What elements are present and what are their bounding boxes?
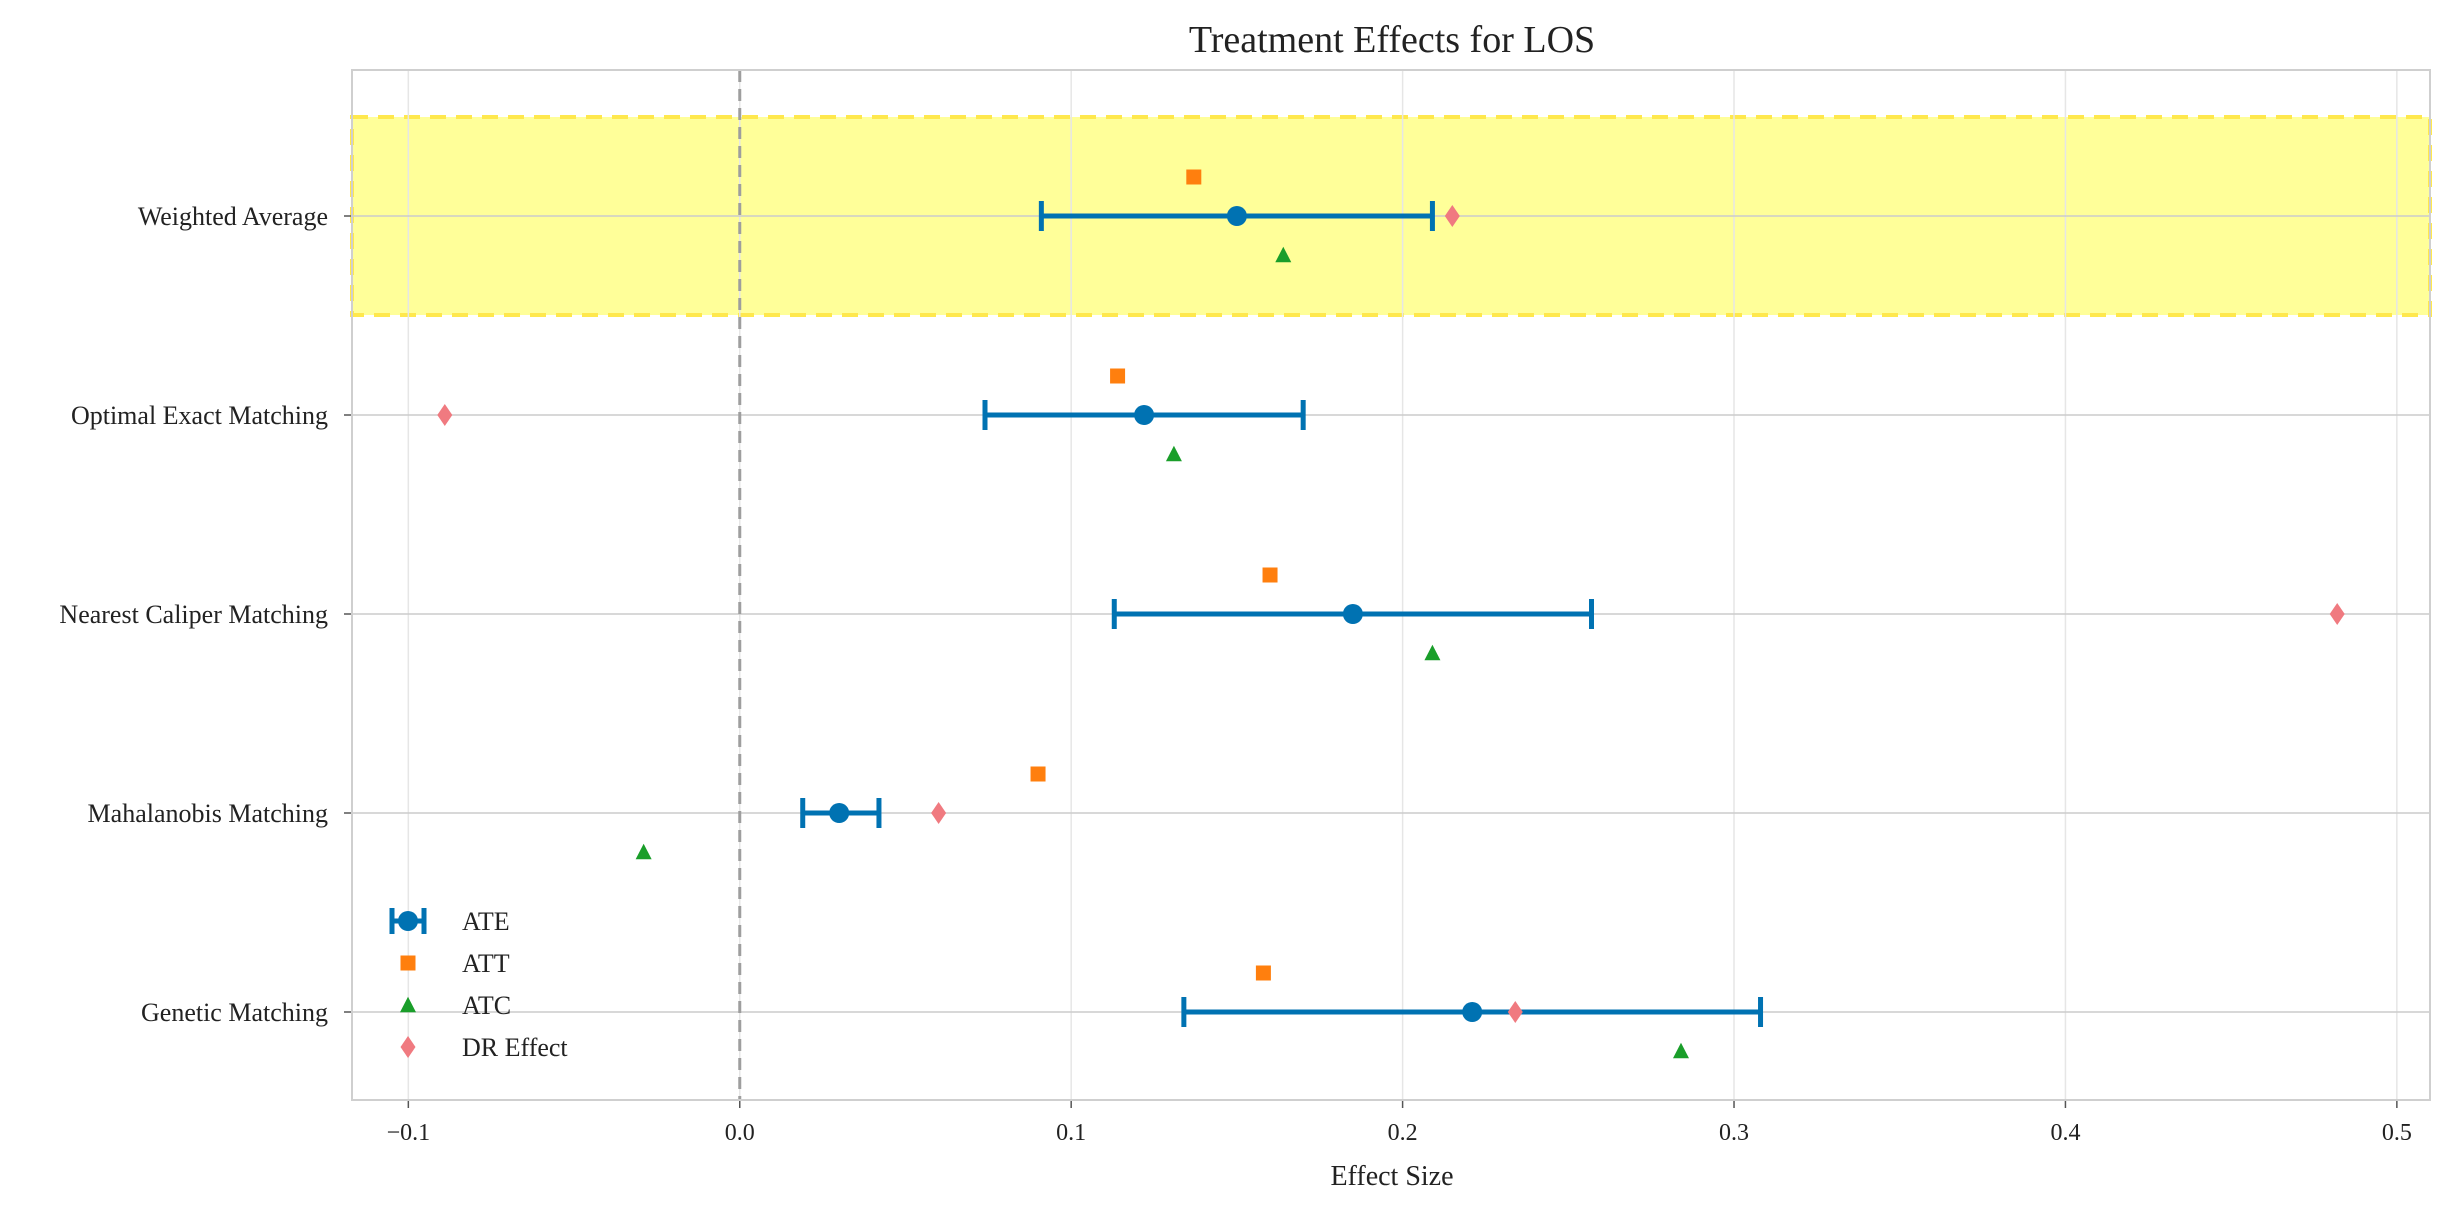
legend-marker-ate-dot <box>398 911 418 931</box>
dr-effect-point <box>437 404 453 426</box>
x-tick-label: 0.0 <box>725 1120 755 1146</box>
x-axis-label: Effect Size <box>1330 1161 1453 1192</box>
att-point <box>1110 368 1126 384</box>
category-label: Mahalanobis Matching <box>88 799 328 828</box>
ate-point <box>1462 1002 1483 1022</box>
category-label: Optimal Exact Matching <box>71 401 328 430</box>
legend-label: ATT <box>462 949 510 978</box>
legend-marker-att <box>400 955 416 971</box>
atc-point <box>1165 445 1182 462</box>
ate-point <box>829 803 850 823</box>
plot-frame <box>351 69 2431 1101</box>
dr-effect-point <box>1444 205 1460 227</box>
legend-label: DR Effect <box>462 1033 568 1062</box>
x-tick-label: 0.4 <box>2050 1120 2080 1146</box>
category-label: Weighted Average <box>138 202 328 231</box>
dr-effect-point <box>2329 603 2345 625</box>
atc-point <box>1275 246 1292 263</box>
legend-label: ATC <box>462 991 511 1020</box>
att-point <box>1030 766 1046 782</box>
chart-title: Treatment Effects for LOS <box>1189 19 1595 61</box>
ate-point <box>1134 405 1155 425</box>
ate-point <box>1342 604 1363 624</box>
dr-effect-point <box>1507 1001 1523 1023</box>
plot-area: −0.1 0.0 0.1 0.2 0.3 0.4 0.5 Weighted Average Op… <box>59 69 2432 1146</box>
legend: ATE ATT ATC DR Effect <box>389 907 568 1062</box>
att-point <box>1262 567 1278 583</box>
x-tick-label: 0.3 <box>1719 1120 1749 1146</box>
ate-point <box>1226 206 1247 226</box>
x-tick-label: 0.5 <box>2382 1120 2412 1146</box>
x-tick-label: 0.2 <box>1388 1120 1418 1146</box>
atc-point <box>635 843 652 860</box>
dr-effect-point <box>931 802 947 824</box>
atc-point <box>1672 1042 1689 1059</box>
legend-marker-atc <box>400 996 416 1013</box>
x-tick-label: −0.1 <box>387 1120 431 1146</box>
category-label: Nearest Caliper Matching <box>59 600 328 629</box>
att-point <box>1186 169 1202 185</box>
legend-marker-dr-effect <box>400 1036 416 1058</box>
att-point <box>1255 965 1271 981</box>
atc-point <box>1424 644 1441 661</box>
legend-label: ATE <box>462 907 510 936</box>
category-label: Genetic Matching <box>141 998 328 1027</box>
x-tick-label: 0.1 <box>1056 1120 1086 1146</box>
